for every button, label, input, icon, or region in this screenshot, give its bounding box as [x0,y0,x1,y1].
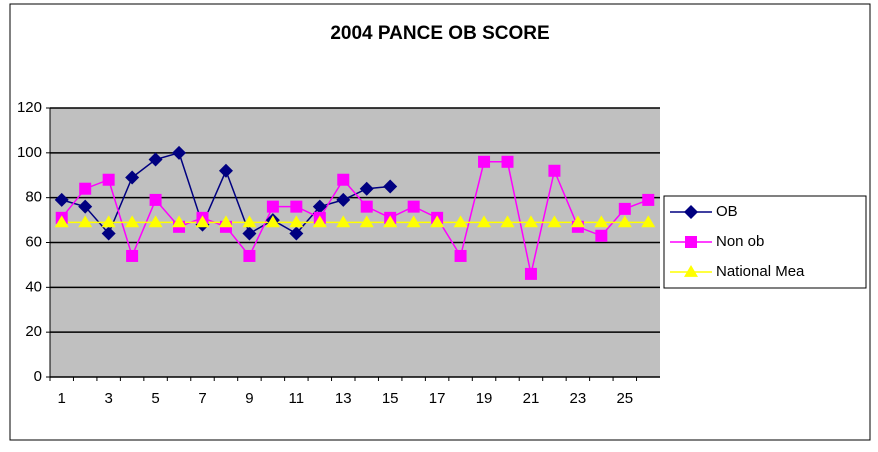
data-point [148,215,163,228]
data-point [454,249,467,262]
data-point [501,155,514,168]
data-point [407,200,420,213]
x-tick-label: 15 [382,390,399,407]
data-point [125,170,140,185]
data-point [242,226,257,241]
x-tick-label: 9 [245,390,253,407]
data-point [195,215,210,228]
x-tick-label: 13 [335,390,352,407]
data-point [54,215,69,228]
data-point [290,200,303,213]
data-point [336,215,351,228]
data-point [336,192,351,207]
x-tick-label: 5 [151,390,159,407]
data-point [78,215,93,228]
x-tick-label: 1 [58,390,66,407]
x-tick-label: 19 [476,390,493,407]
data-point [548,164,561,177]
data-point [570,215,585,228]
data-point [243,249,256,262]
y-tick-label: 20 [25,323,42,340]
x-tick-label: 25 [616,390,633,407]
data-point [312,215,327,228]
data-point [617,215,632,228]
x-tick-label: 7 [198,390,206,407]
data-point [54,192,69,207]
y-tick-label: 120 [17,99,42,116]
data-point [289,215,304,228]
x-tick-label: 23 [570,390,587,407]
data-point [500,215,515,228]
data-point [289,226,304,241]
data-point [101,226,116,241]
data-point [337,173,350,186]
data-point [360,200,373,213]
data-point [477,215,492,228]
y-tick-label: 0 [34,368,42,385]
data-point [242,215,257,228]
legend-marker [684,265,698,277]
data-point [218,163,233,178]
data-point [359,215,374,228]
data-point [359,181,374,196]
y-tick-label: 60 [25,233,42,250]
legend-marker [685,236,697,248]
x-tick-label: 21 [523,390,540,407]
data-point [523,215,538,228]
data-point [383,215,398,228]
data-point [148,152,163,167]
data-point [172,215,187,228]
data-point [312,199,327,214]
data-point [524,267,537,280]
legend-marker [684,205,698,219]
y-tick-label: 100 [17,144,42,161]
data-point [78,199,93,214]
x-tick-label: 17 [429,390,446,407]
data-point [453,215,468,228]
data-point [430,215,445,228]
data-point [126,249,139,262]
data-point [172,145,187,160]
data-point [406,215,421,228]
data-point [102,173,115,186]
data-point [218,215,233,228]
data-point [547,215,562,228]
chart-title: 2004 PANCE OB SCORE [330,23,549,44]
y-tick-label: 40 [25,278,42,295]
data-point [618,202,631,215]
legend-label: National Mea [716,263,805,280]
data-point [595,229,608,242]
data-point [594,215,609,228]
x-tick-label: 11 [289,390,305,407]
data-point [149,193,162,206]
data-point [478,155,491,168]
data-point [383,179,398,194]
data-point [125,215,140,228]
x-tick-label: 3 [104,390,112,407]
data-point [642,193,655,206]
data-point [101,215,116,228]
data-point [265,215,280,228]
data-point [79,182,92,195]
legend-label: OB [716,203,738,220]
data-point [266,200,279,213]
y-tick-label: 80 [25,189,42,206]
data-point [641,215,656,228]
legend-label: Non ob [716,233,764,250]
